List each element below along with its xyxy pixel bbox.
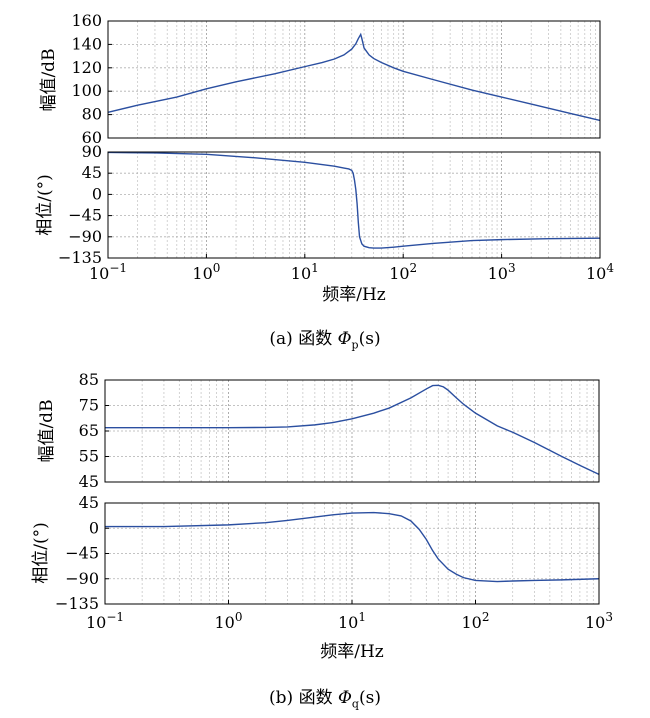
y-tick-label: 65 [79, 421, 99, 440]
y-tick-label: 140 [71, 34, 102, 53]
x-tick-label: 103 [488, 261, 516, 283]
panel-b-phase: −135 −90 −45 0 45 相位/(°) [31, 493, 600, 613]
plot-area [108, 21, 600, 138]
y-tick-label: 120 [71, 58, 102, 77]
y-axis-label: 幅值/dB [37, 399, 57, 462]
caption-a-suffix: (s) [358, 329, 381, 349]
plot-frame [107, 20, 601, 139]
x-tick-label: 102 [462, 610, 490, 632]
y-tick-label: 80 [82, 105, 102, 124]
grid-lines [108, 21, 600, 138]
grid-lines [105, 503, 599, 604]
y-tick-label: 0 [89, 518, 99, 537]
grid-lines [108, 152, 600, 258]
caption-a: (a) 函数 Φp(s) [0, 324, 650, 351]
caption-a-prefix: (a) 函数 [269, 329, 338, 349]
y-tick-label: 45 [79, 472, 99, 491]
plot-area [105, 380, 599, 482]
y-tick-label: 85 [79, 370, 99, 389]
caption-b: (b) 函数 Φq(s) [0, 683, 650, 710]
y-tick-label: 45 [79, 493, 99, 512]
x-tick-label: 103 [585, 610, 613, 632]
y-tick-label: 45 [82, 163, 102, 182]
caption-b-suffix: (s) [358, 688, 381, 708]
caption-b-subscript: q [351, 697, 359, 711]
y-tick-label: 60 [82, 128, 102, 147]
x-tick-label: 10−1 [86, 610, 124, 632]
x-tick-label: 102 [389, 261, 417, 283]
grid-lines [105, 380, 599, 482]
y-tick-label: −45 [65, 544, 99, 563]
caption-a-subscript: p [351, 338, 359, 352]
x-tick-label: 104 [586, 261, 614, 283]
y-tick-labels: 60 80 100 120 140 160 [71, 11, 112, 147]
magnitude-curve [105, 384, 600, 475]
caption-b-prefix: (b) 函数 [269, 688, 338, 708]
y-axis-label: 相位/(°) [35, 174, 55, 236]
y-tick-label: −135 [58, 248, 102, 267]
x-tick-labels-b: 10−1 100 101 102 103 [86, 600, 613, 632]
x-tick-labels-a: 10−1 100 101 102 103 104 [89, 254, 614, 283]
panel-a-magnitude: 60 80 100 120 140 160 幅值/dB [39, 11, 601, 147]
caption-b-symbol: Φ [337, 688, 352, 708]
plot-frame [107, 151, 601, 259]
panel-b-magnitude: 45 55 65 75 85 幅值/dB [37, 370, 600, 491]
y-tick-label: 100 [71, 81, 102, 100]
x-tick-label: 101 [291, 261, 319, 283]
x-tick-label: 100 [192, 261, 220, 283]
y-tick-labels: −135 −90 −45 0 45 90 [58, 142, 112, 267]
x-tick-label: 100 [215, 610, 243, 632]
y-tick-label: −135 [55, 594, 99, 613]
y-tick-label: −45 [68, 206, 102, 225]
panel-a-phase: −135 −90 −45 0 45 90 相位/(°) [35, 142, 601, 267]
y-tick-label: 75 [79, 396, 99, 415]
caption-a-symbol: Φ [337, 329, 352, 349]
x-tick-label: 10−1 [89, 261, 127, 283]
y-tick-labels: 45 55 65 75 85 [79, 370, 109, 491]
x-axis-label-b: 频率/Hz [320, 642, 384, 662]
series-line [105, 511, 600, 583]
x-axis-label-a: 频率/Hz [322, 285, 386, 305]
y-axis-label: 幅值/dB [39, 48, 59, 111]
series-line [107, 151, 601, 249]
y-tick-label: 90 [82, 142, 102, 161]
phase-curve [105, 511, 600, 583]
series-line [107, 32, 601, 122]
y-tick-label: 0 [92, 184, 102, 203]
phase-curve [107, 151, 601, 249]
plot-area [108, 152, 600, 258]
y-tick-labels: −135 −90 −45 0 45 [55, 493, 109, 613]
magnitude-curve [107, 32, 601, 122]
x-tick-label: 101 [338, 610, 366, 632]
y-tick-label: −90 [68, 227, 102, 246]
y-axis-label: 相位/(°) [31, 522, 51, 584]
y-tick-label: −90 [65, 569, 99, 588]
series-line [105, 384, 600, 475]
y-tick-label: 55 [79, 447, 99, 466]
y-tick-label: 160 [71, 11, 102, 30]
